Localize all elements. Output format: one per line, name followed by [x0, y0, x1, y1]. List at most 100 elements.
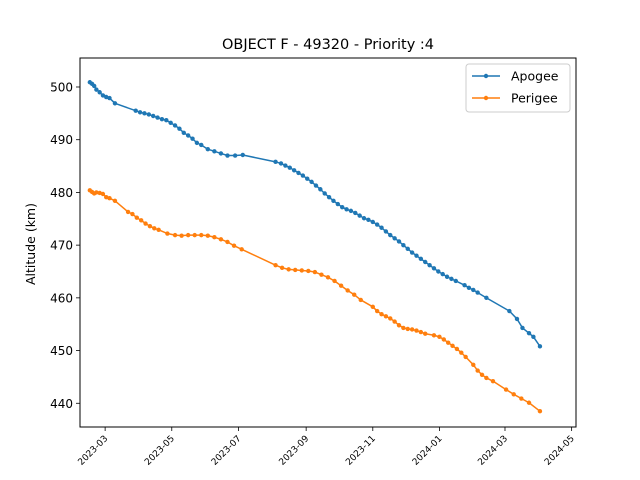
- perigee-point: [286, 267, 291, 272]
- perigee-point: [490, 378, 496, 384]
- apogee-point: [190, 136, 195, 141]
- apogee-point: [466, 285, 472, 291]
- perigee-point: [379, 311, 384, 317]
- perigee-point: [374, 308, 380, 314]
- y-tick-label: 480: [50, 186, 73, 200]
- apogee-point: [374, 222, 380, 227]
- perigee-point: [471, 362, 476, 367]
- y-tick-label: 500: [50, 80, 73, 94]
- perigee-point: [125, 209, 131, 215]
- apogee-point: [462, 283, 467, 288]
- perigee-point: [358, 297, 363, 303]
- apogee-point: [100, 93, 106, 98]
- legend-marker-apogee: [483, 73, 489, 79]
- apogee-point: [107, 95, 112, 101]
- apogee-point: [340, 204, 345, 210]
- y-tick-label: 460: [50, 291, 73, 305]
- perigee-point: [100, 191, 106, 197]
- perigee-point: [537, 408, 543, 414]
- perigee-point: [134, 215, 140, 220]
- perigee-point: [519, 396, 524, 401]
- perigee-point: [414, 328, 419, 333]
- perigee-point: [396, 323, 402, 328]
- apogee-point: [273, 159, 278, 165]
- x-tick-label: 2024-01: [411, 434, 445, 468]
- apogee-point: [531, 334, 536, 340]
- perigee-point: [192, 232, 197, 238]
- apogee-point: [423, 259, 428, 265]
- apogee-point: [379, 225, 384, 230]
- perigee-point: [332, 278, 337, 284]
- legend: Apogee Perigee: [465, 63, 571, 113]
- perigee-point: [484, 375, 489, 381]
- apogee-point: [313, 183, 319, 188]
- perigee-point: [450, 343, 455, 349]
- apogee-point: [112, 101, 118, 106]
- apogee-point: [409, 250, 415, 255]
- perigee-point: [392, 319, 397, 324]
- plot-frame: [79, 57, 577, 428]
- apogee-point: [159, 116, 165, 122]
- perigee-point: [454, 346, 460, 352]
- x-tick-label: 2024-03: [476, 434, 510, 468]
- apogee-point: [353, 210, 358, 216]
- perigee-point: [312, 269, 318, 275]
- apogee-point: [287, 165, 292, 170]
- x-tick-label: 2023-07: [210, 434, 244, 468]
- perigee-point: [383, 314, 389, 319]
- apogee-point: [388, 232, 393, 238]
- perigee-point: [352, 292, 357, 297]
- perigee-series: [87, 188, 543, 414]
- apogee-point: [453, 278, 459, 284]
- perigee-point: [423, 331, 428, 336]
- perigee-point: [299, 268, 304, 273]
- perigee-point: [199, 232, 204, 238]
- legend-item-apogee: Apogee: [472, 69, 559, 84]
- perigee-point: [212, 235, 217, 240]
- apogee-point: [331, 198, 336, 204]
- apogee-point: [383, 229, 389, 234]
- y-tick-label: 440: [50, 397, 73, 411]
- apogee-point: [232, 153, 238, 158]
- perigee-point: [345, 288, 350, 293]
- perigee-point: [185, 232, 191, 238]
- apogee-point: [484, 295, 489, 301]
- apogee-point: [300, 173, 306, 178]
- apogee-point: [212, 149, 217, 154]
- legend-marker-perigee: [483, 95, 489, 101]
- apogee-point: [194, 140, 200, 146]
- x-tick-label: 2023-09: [278, 434, 312, 468]
- apogee-point: [322, 191, 327, 196]
- perigee-point: [239, 247, 244, 252]
- perigee-point: [370, 304, 375, 310]
- apogee-point: [357, 213, 362, 218]
- apogee-point: [444, 274, 450, 279]
- apogee-point: [225, 153, 230, 158]
- perigee-point: [218, 237, 224, 242]
- perigee-point: [293, 267, 298, 273]
- x-tick-label: 2023-03: [77, 434, 111, 468]
- perigee-point: [511, 392, 516, 397]
- apogee-point: [305, 176, 310, 181]
- perigee-point: [156, 227, 161, 233]
- apogee-point: [133, 108, 138, 113]
- apogee-point: [436, 269, 441, 274]
- perigee-point: [338, 283, 344, 288]
- apogee-point: [344, 207, 349, 212]
- perigee-point: [205, 233, 211, 238]
- perigee-point: [143, 221, 148, 226]
- apogee-point: [199, 142, 204, 148]
- apogee-point: [526, 330, 532, 336]
- perigee-point: [405, 326, 410, 332]
- apogee-point: [155, 115, 160, 120]
- apogee-point: [507, 308, 512, 314]
- perigee-point: [437, 334, 442, 340]
- apogee-point: [318, 187, 323, 192]
- apogee-point: [418, 256, 424, 262]
- series-layer: [87, 80, 543, 414]
- apogee-point: [520, 325, 525, 331]
- apogee-point: [218, 151, 224, 156]
- apogee-point: [177, 126, 182, 131]
- apogee-point: [405, 246, 410, 252]
